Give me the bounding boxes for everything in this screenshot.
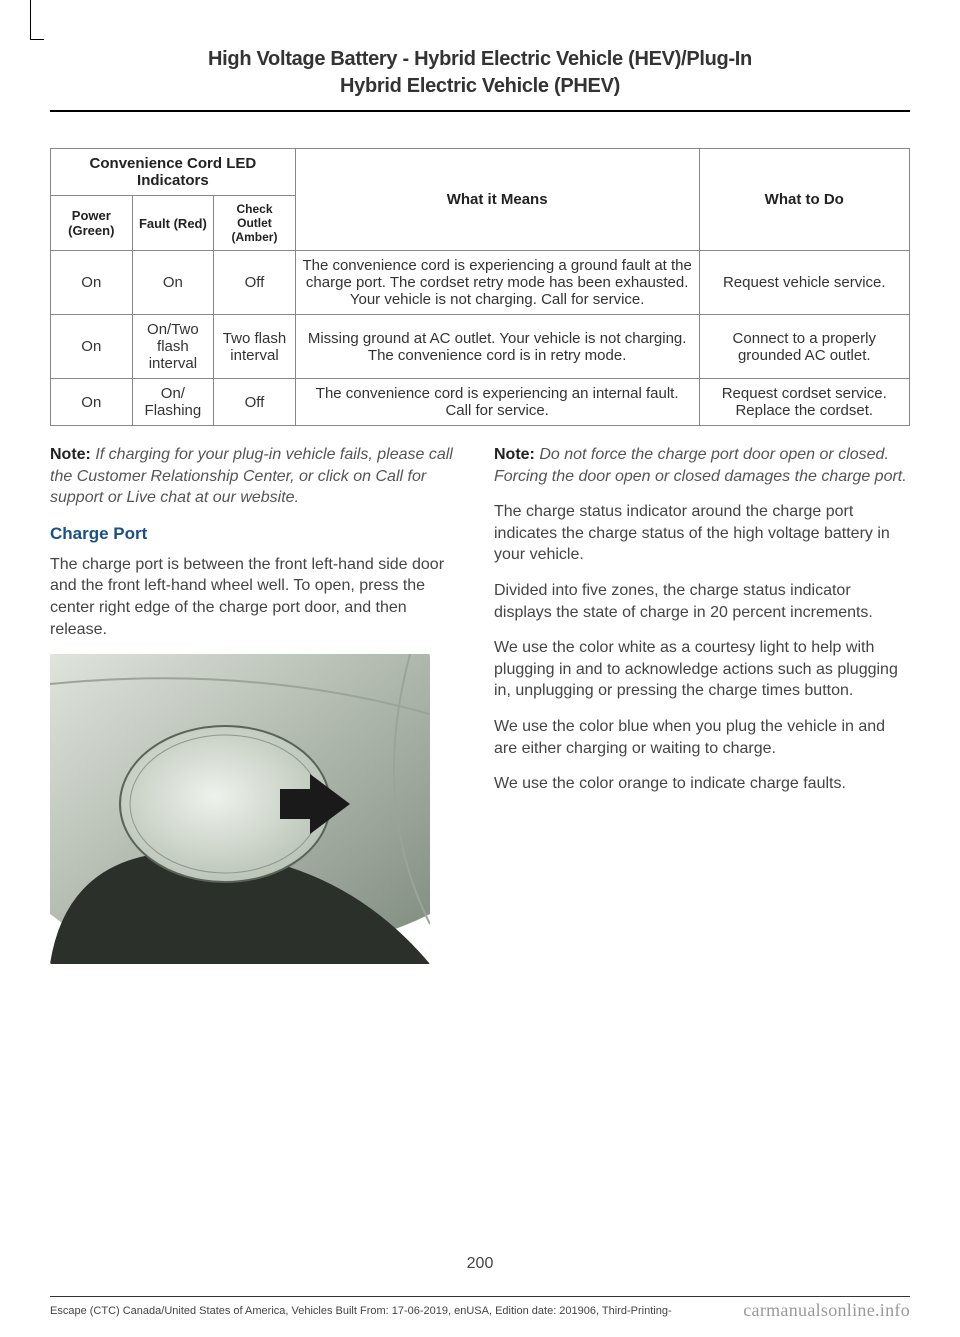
table-row: On On Off The convenience cord is experi… <box>51 251 910 315</box>
body-columns: Note: If charging for your plug-in vehic… <box>50 444 910 964</box>
th-check: Check Outlet (Amber) <box>214 196 296 251</box>
right-p3: We use the color white as a courtesy lig… <box>494 637 910 702</box>
cell-todo: Request cordset service. Replace the cor… <box>699 379 909 426</box>
header-line-2: Hybrid Electric Vehicle (PHEV) <box>50 73 910 100</box>
table-row: On On/Two flash interval Two flash inter… <box>51 315 910 379</box>
watermark: carmanualsonline.info <box>743 1300 910 1321</box>
cell-means: The convenience cord is experiencing an … <box>295 379 699 426</box>
cell-means: Missing ground at AC outlet. Your vehicl… <box>295 315 699 379</box>
cell-fault: On/ Flashing <box>132 379 214 426</box>
right-p4: We use the color blue when you plug the … <box>494 716 910 759</box>
th-fault: Fault (Red) <box>132 196 214 251</box>
charge-port-paragraph: The charge port is between the front lef… <box>50 554 466 640</box>
th-todo: What to Do <box>699 149 909 251</box>
right-p5: We use the color orange to indicate char… <box>494 773 910 795</box>
cell-check: Two flash interval <box>214 315 296 379</box>
cell-power: On <box>51 251 133 315</box>
left-note: Note: If charging for your plug-in vehic… <box>50 444 466 509</box>
th-indicators: Convenience Cord LED Indicators <box>51 149 296 196</box>
charge-port-heading: Charge Port <box>50 523 466 546</box>
table-row: On On/ Flashing Off The convenience cord… <box>51 379 910 426</box>
cell-power: On <box>51 379 133 426</box>
cell-means: The convenience cord is experiencing a g… <box>295 251 699 315</box>
page-header: High Voltage Battery - Hybrid Electric V… <box>50 40 910 112</box>
cell-check: Off <box>214 251 296 315</box>
right-p2: Divided into five zones, the charge stat… <box>494 580 910 623</box>
right-note: Note: Do not force the charge port door … <box>494 444 910 487</box>
cell-fault: On <box>132 251 214 315</box>
right-p1: The charge status indicator around the c… <box>494 501 910 566</box>
cell-todo: Connect to a properly grounded AC outlet… <box>699 315 909 379</box>
note-text: If charging for your plug-in vehicle fai… <box>50 446 453 506</box>
led-indicator-table: Convenience Cord LED Indicators What it … <box>50 148 910 426</box>
cell-fault: On/Two flash interval <box>132 315 214 379</box>
cell-todo: Request vehicle service. <box>699 251 909 315</box>
header-line-1: High Voltage Battery - Hybrid Electric V… <box>50 46 910 73</box>
cell-check: Off <box>214 379 296 426</box>
th-means: What it Means <box>295 149 699 251</box>
left-column: Note: If charging for your plug-in vehic… <box>50 444 466 964</box>
charge-port-illustration <box>50 654 430 964</box>
cell-power: On <box>51 315 133 379</box>
note-label: Note: <box>50 446 91 463</box>
th-power: Power (Green) <box>51 196 133 251</box>
footer-rule <box>50 1296 910 1297</box>
page-content: High Voltage Battery - Hybrid Electric V… <box>0 0 960 1337</box>
page-number: 200 <box>0 1255 960 1273</box>
right-column: Note: Do not force the charge port door … <box>494 444 910 964</box>
note-label: Note: <box>494 446 535 463</box>
note-text: Do not force the charge port door open o… <box>494 446 907 485</box>
